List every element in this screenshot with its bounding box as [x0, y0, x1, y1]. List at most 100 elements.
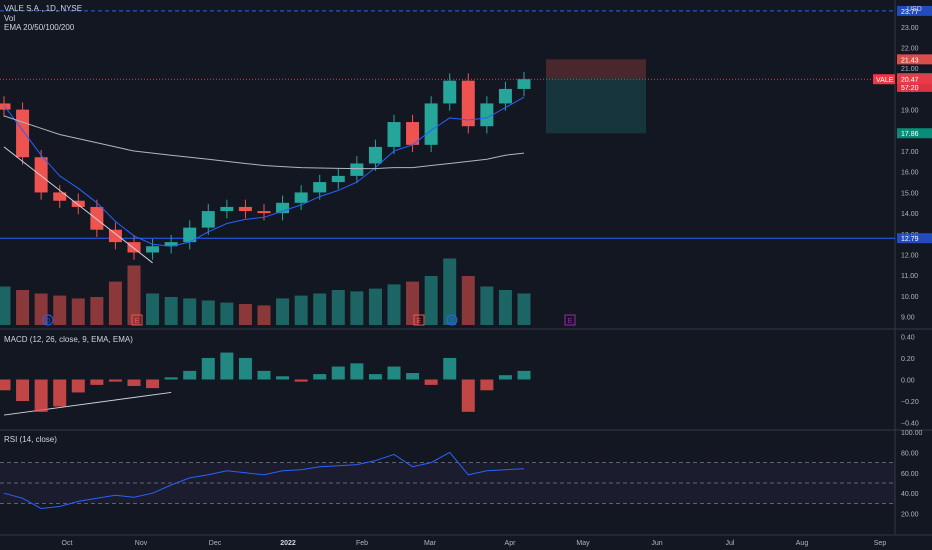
rsi-tick-label: 20.00 — [901, 512, 919, 519]
macd-histogram-bar — [127, 379, 141, 386]
event-marker-earnings[interactable]: E — [413, 314, 425, 326]
stop-loss-zone[interactable] — [546, 59, 646, 79]
candle-body — [331, 175, 345, 183]
rsi-line — [3, 451, 525, 510]
price-tick-label: 12.00 — [901, 253, 919, 260]
macd-tick-label: −0.40 — [901, 421, 919, 428]
event-marker-text: E — [135, 318, 140, 325]
trendlines[interactable] — [3, 146, 172, 416]
horizontal-levels[interactable] — [0, 10, 895, 239]
ema-lines — [3, 96, 525, 247]
price-tick-label: 22.00 — [901, 46, 919, 53]
earnings-icon — [413, 314, 425, 326]
rsi-pane: 100.00 80.00 60.00 40.00 20.00 — [0, 430, 923, 519]
price-tick-label: 19.00 — [901, 108, 919, 115]
volume-bar — [90, 297, 104, 325]
event-marker-earnings-upcoming[interactable]: E — [564, 314, 576, 326]
macd-histogram-bar — [220, 352, 234, 380]
price-badge-level[interactable]: 23.77 — [897, 5, 932, 16]
event-marker-earnings[interactable]: E — [131, 314, 143, 326]
time-axis-label: Jun — [651, 540, 662, 547]
price-badge-bg — [897, 74, 932, 85]
volume-bar — [480, 286, 494, 325]
time-axis-label: Dec — [209, 540, 222, 547]
price-tick-label: 14.00 — [901, 211, 919, 218]
volume-bar — [276, 298, 290, 325]
volume-bar — [294, 295, 308, 325]
time-axis-label: Apr — [505, 540, 517, 547]
volume-bar — [164, 297, 178, 325]
ema-indicator-label[interactable]: EMA 20/50/100/200 — [4, 23, 75, 32]
volume-indicator-label[interactable]: Vol — [4, 14, 15, 23]
candle-body — [127, 242, 141, 253]
event-marker-dividend[interactable]: D — [446, 314, 458, 326]
symbol-price-tag[interactable]: VALE — [873, 74, 895, 85]
macd-label[interactable]: MACD (12, 26, close, 9, EMA, EMA) — [4, 335, 133, 344]
volume-bar — [406, 281, 420, 325]
rsi-label[interactable]: RSI (14, close) — [4, 435, 57, 444]
macd-histogram-bar — [461, 379, 475, 412]
price-trendline[interactable] — [3, 146, 153, 264]
price-badge-last[interactable]: 20.47 — [897, 74, 932, 85]
ema-fast-line — [3, 96, 525, 247]
candle-body — [461, 80, 475, 127]
macd-histogram-bar — [238, 357, 252, 380]
axes: 23.0022.0021.0020.0019.0018.0017.0016.00… — [62, 5, 932, 547]
time-axis-label: Oct — [62, 540, 73, 547]
volume-bar — [331, 290, 345, 325]
macd-histogram-bar — [90, 379, 104, 385]
volume-bar — [387, 284, 401, 325]
volume-bar — [146, 293, 160, 325]
symbol-tag-bg — [873, 74, 895, 85]
symbol-tag-text: VALE — [876, 77, 894, 84]
price-tick-label: 17.00 — [901, 149, 919, 156]
price-badge-bg — [897, 54, 932, 65]
candle-body — [387, 122, 401, 147]
volume-bar — [368, 288, 382, 325]
event-marker-text: D — [45, 318, 50, 325]
volume-bar — [257, 305, 271, 325]
macd-histogram-bar — [350, 363, 364, 380]
position-zones[interactable] — [546, 59, 646, 134]
take-profit-zone[interactable] — [546, 78, 646, 134]
currency-label[interactable]: USD — [907, 6, 922, 13]
volume-bar — [313, 293, 327, 325]
volume-bar — [498, 290, 512, 325]
event-marker-dividend[interactable]: D — [42, 314, 54, 326]
price-badge-bg — [897, 128, 932, 139]
macd-histogram-bar — [16, 379, 30, 402]
price-badge-bg — [897, 81, 932, 92]
price-badge-text: 20.47 — [901, 77, 919, 84]
candle-body — [498, 88, 512, 104]
dividend-icon — [42, 314, 54, 326]
price-badge-stop[interactable]: 21.43 — [897, 54, 932, 65]
volume-bar — [127, 265, 141, 325]
macd-histogram-bar — [201, 357, 215, 380]
candle-body — [90, 206, 104, 230]
macd-histogram-bar — [71, 379, 85, 393]
candle-body — [164, 242, 178, 247]
volume-bar — [201, 300, 215, 325]
price-badge-last[interactable]: 57:20 — [897, 81, 932, 92]
time-axis-label: Aug — [796, 540, 809, 547]
candle-body — [257, 211, 271, 214]
macd-trendline[interactable] — [3, 391, 172, 416]
price-badge-target[interactable]: 17.86 — [897, 128, 932, 139]
price-badge-bg — [897, 233, 932, 244]
price-badge-text: 12.79 — [901, 236, 919, 243]
price-badge-level[interactable]: 12.79 — [897, 233, 932, 244]
volume-bar — [0, 286, 11, 325]
price-badge-bg — [897, 5, 932, 16]
rsi-tick-label: 80.00 — [901, 450, 919, 457]
macd-histogram-bar — [498, 375, 512, 380]
macd-histogram-bar — [108, 379, 122, 382]
time-axis-label: Nov — [135, 540, 148, 547]
volume-bar — [350, 291, 364, 325]
price-tick-label: 15.00 — [901, 190, 919, 197]
time-axis-label: Sep — [874, 540, 887, 547]
candle-body — [313, 182, 327, 193]
price-badge-text: 57:20 — [901, 85, 919, 92]
macd-histogram-bar — [294, 379, 308, 382]
